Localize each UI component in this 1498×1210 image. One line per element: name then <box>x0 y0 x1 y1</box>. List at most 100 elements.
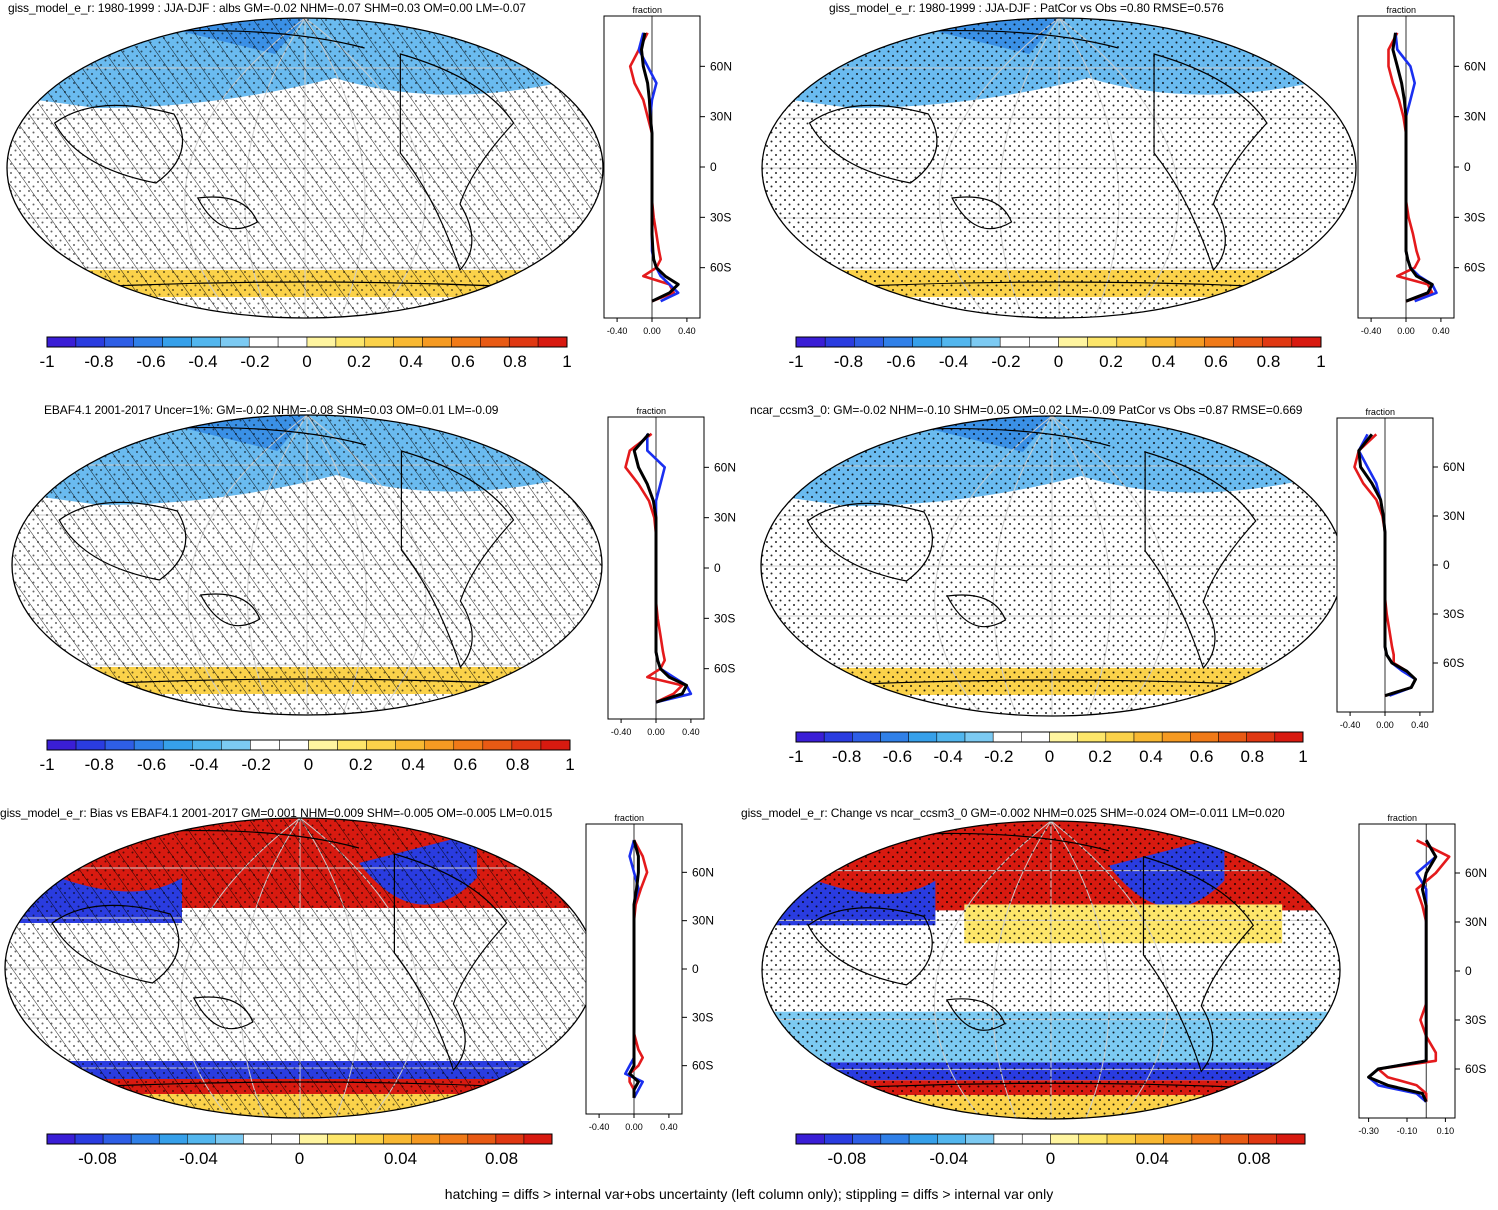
profile-x-tick-label: 0.40 <box>1432 326 1450 336</box>
profile-axis-title: fraction <box>632 5 662 15</box>
colorbar-tick-label: 1 <box>562 352 571 371</box>
lat-tick-label: 30S <box>714 611 735 625</box>
colorbar-tick-label: -0.4 <box>188 352 217 371</box>
colorbar-tick-label: -0.2 <box>240 352 269 371</box>
lat-tick-label: 0 <box>1465 964 1472 978</box>
colorbar-swatch <box>1078 1133 1108 1145</box>
lat-tick-label: 0 <box>710 160 717 174</box>
colorbar-swatch <box>1248 1133 1277 1145</box>
profile-x-tick-label: 0.10 <box>1437 1126 1455 1136</box>
colorbar-tick-label: -0.04 <box>179 1149 218 1168</box>
colorbar-tick-label: -0.08 <box>78 1149 117 1168</box>
colorbar-tick-label: -0.6 <box>137 755 166 774</box>
lat-tick-label: 60N <box>714 460 736 474</box>
colorbar-tick-label: 0.8 <box>1257 352 1281 371</box>
colorbar-swatch <box>1276 1133 1306 1145</box>
colorbar-tick-label: -1 <box>39 755 54 774</box>
lat-tick-label: 60S <box>1465 1062 1486 1076</box>
colorbar-tick-label: 0.2 <box>347 352 371 371</box>
colorbar-swatch <box>908 1133 938 1145</box>
coastlines <box>58 426 544 686</box>
colorbar-tick-label: -0.2 <box>242 755 271 774</box>
colorbar-tick-label: -0.4 <box>189 755 218 774</box>
profile-x-tick-label: 0.00 <box>625 1122 643 1132</box>
colorbar-swatch <box>965 1133 995 1145</box>
profile-x-tick-label: 0.40 <box>682 727 700 737</box>
colorbar-tick-label: -0.8 <box>85 755 114 774</box>
profile-axis-title: fraction <box>614 813 644 823</box>
colorbar-tick-label: -1 <box>788 352 803 371</box>
lat-tick-label: 30N <box>1443 509 1465 523</box>
colorbar-tick-label: 0.4 <box>401 755 425 774</box>
colorbar-tick-label: -0.8 <box>834 352 863 371</box>
profile-axis-title: fraction <box>1387 813 1417 823</box>
lat-tick-label: 30S <box>1464 210 1485 224</box>
lat-tick-label: 0 <box>692 962 699 976</box>
profile-x-tick-label: -0.40 <box>611 727 632 737</box>
lat-tick-label: 60N <box>692 865 714 879</box>
lat-tick-label: 0 <box>714 561 721 575</box>
colorbar-tick-label: -0.8 <box>832 747 861 766</box>
colorbar-tick-label: -1 <box>788 747 803 766</box>
map-border <box>761 820 1341 1120</box>
profile-x-tick-label: -0.30 <box>1358 1126 1379 1136</box>
profile-axis-title: fraction <box>1386 5 1416 15</box>
colorbar-tick-label: 0.04 <box>1136 1149 1169 1168</box>
lat-tick-label: 60N <box>1465 866 1487 880</box>
colorbar-swatch <box>1021 1133 1051 1145</box>
colorbar-tick-label: 0.8 <box>506 755 530 774</box>
colorbar-tick-label: 0 <box>302 352 311 371</box>
profile-line-black <box>640 32 680 303</box>
lat-tick-label: 30S <box>710 210 731 224</box>
colorbar-swatch <box>1050 1133 1080 1145</box>
lat-tick-label: 60N <box>710 59 732 73</box>
lat-tick-label: 60S <box>1464 261 1485 275</box>
coastlines <box>53 29 544 289</box>
colorbar-tick-label: 0.08 <box>485 1149 518 1168</box>
profile-x-tick-label: 0.00 <box>643 326 661 336</box>
colorbar-swatch <box>993 1133 1023 1145</box>
panel-title: ncar_ccsm3_0: GM=-0.02 NHM=-0.10 SHM=0.0… <box>750 403 1303 417</box>
profile-line-black <box>628 839 640 1098</box>
lat-tick-label: 30S <box>1443 607 1464 621</box>
lat-tick-label: 60N <box>1464 59 1486 73</box>
colorbar-tick-label: -0.6 <box>883 747 912 766</box>
colorbar-tick-label: -1 <box>39 352 54 371</box>
profile-x-tick-label: -0.40 <box>607 326 628 336</box>
colorbar-tick-label: -0.2 <box>984 747 1013 766</box>
colorbar-swatch <box>852 1133 882 1145</box>
colorbar-tick-label: 0.04 <box>384 1149 417 1168</box>
colorbar-tick-label: -0.4 <box>939 352 968 371</box>
panel-title: EBAF4.1 2001-2017 Uncer=1%: GM=-0.02 NHM… <box>44 403 499 417</box>
colorbar-tick-label: 0.2 <box>349 755 373 774</box>
lat-tick-label: 0 <box>1464 160 1471 174</box>
lat-tick-label: 60S <box>692 1059 713 1073</box>
profile-axis-title: fraction <box>636 406 666 416</box>
colorbar-tick-label: 0.4 <box>1152 352 1176 371</box>
profile-line-black <box>632 432 688 704</box>
lat-tick-label: 60S <box>714 662 735 676</box>
profile-x-tick-label: -0.40 <box>1340 720 1361 730</box>
profile-x-tick-label: -0.40 <box>1361 326 1382 336</box>
profile-line-black <box>1367 839 1438 1103</box>
colorbar-swatch <box>1106 1133 1136 1145</box>
colorbar-tick-label: 0.6 <box>451 352 475 371</box>
colorbar-tick-label: 0 <box>304 755 313 774</box>
profile-x-tick-label: 0.00 <box>1376 720 1394 730</box>
colorbar-tick-label: 1 <box>1316 352 1325 371</box>
lat-tick-label: 30N <box>1464 110 1486 124</box>
colorbar-tick-label: 0.4 <box>1139 747 1163 766</box>
lat-tick-label: 30N <box>714 511 736 525</box>
map-border <box>11 414 603 716</box>
lat-tick-label: 30S <box>1465 1013 1486 1027</box>
panel-title: giss_model_e_r: Bias vs EBAF4.1 2001-201… <box>0 806 553 820</box>
colorbar-swatch <box>1135 1133 1164 1145</box>
profile-x-tick-label: 0.00 <box>647 727 665 737</box>
lat-tick-label: 60S <box>1443 656 1464 670</box>
coastlines <box>806 427 1285 687</box>
profile-line-black <box>1357 433 1417 698</box>
colorbar-tick-label: 0 <box>1045 747 1054 766</box>
